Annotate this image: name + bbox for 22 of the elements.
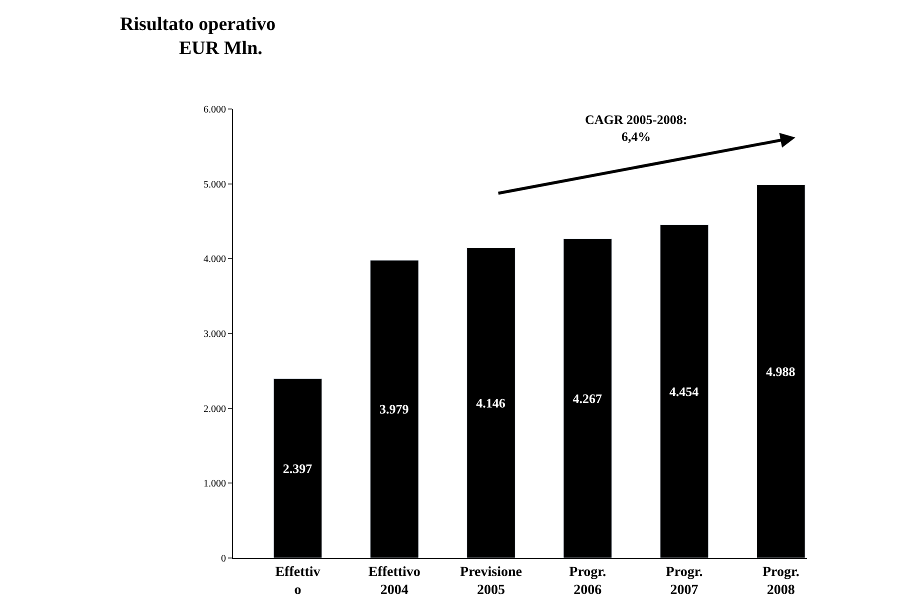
x-tick-label: Effettivo 2004	[368, 564, 420, 598]
y-tick-label: 0	[221, 554, 226, 564]
chart-title: Risultato operativo	[120, 14, 276, 35]
y-tick-label: 5.000	[204, 179, 226, 190]
data-label: 3.979	[380, 402, 410, 417]
data-label: 2.397	[282, 460, 313, 476]
data-label: 4.454	[669, 384, 700, 399]
x-tick-label: Progr. 2008	[762, 564, 800, 598]
y-tick-label: 6.000	[204, 104, 226, 116]
y-tick-label: 2.000	[204, 404, 226, 415]
data-label: 4.267	[572, 390, 603, 406]
x-tick-label: Previsione 2005	[460, 564, 522, 598]
y-tick-label: 3.000	[204, 329, 226, 340]
data-label: 4.988	[766, 364, 796, 379]
y-tick-label: 4.000	[204, 254, 226, 266]
annotation: CAGR 2005-2008: 6,4%	[585, 112, 688, 144]
chart-subtitle: EUR Mln.	[179, 38, 262, 59]
x-tick-label: Progr. 2006	[569, 564, 606, 598]
x-tick-label: Progr. 2007	[666, 564, 703, 598]
data-label: 4.146	[476, 395, 506, 410]
x-tick-label: Effettiv o	[275, 564, 320, 598]
y-tick-label: 1.000	[204, 478, 226, 490]
